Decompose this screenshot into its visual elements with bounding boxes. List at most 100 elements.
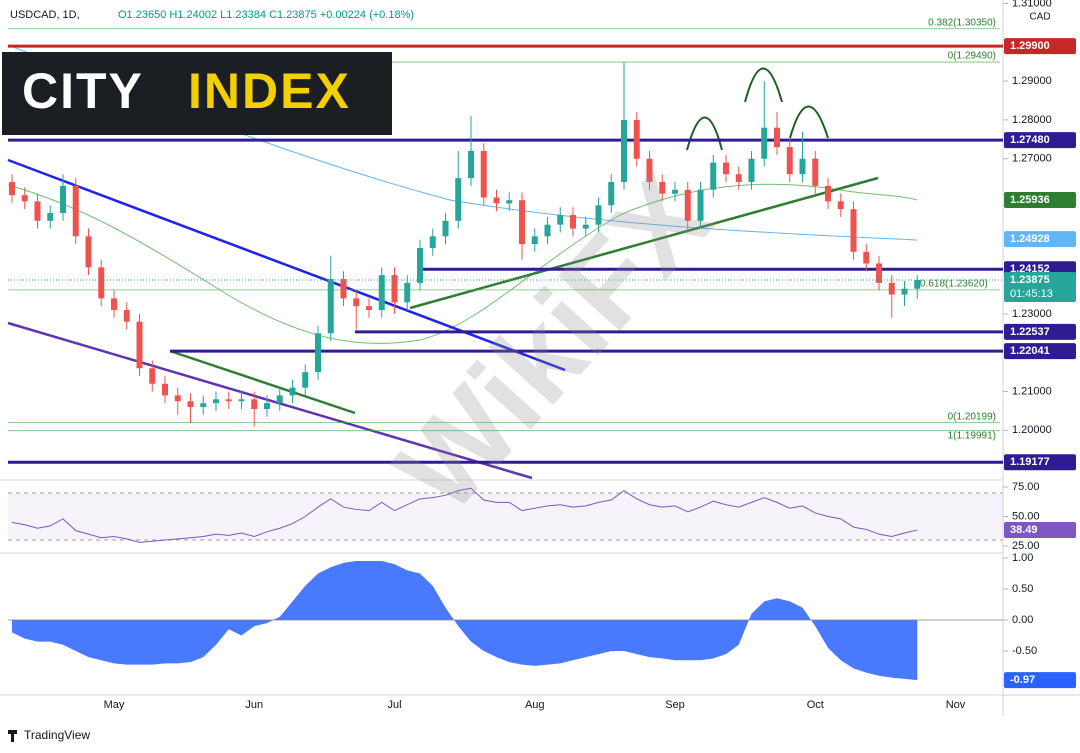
candle-body	[187, 401, 194, 408]
candle-body	[888, 282, 895, 295]
candle-body	[633, 119, 640, 159]
candle-body	[366, 306, 372, 311]
candle-body	[289, 387, 296, 396]
level-tag	[1004, 343, 1076, 360]
y-tick-label: 1.28000	[1012, 114, 1052, 126]
fib-label: 0.382(1.30350)	[928, 17, 996, 28]
x-tick-label: Aug	[525, 699, 545, 711]
candle-body	[595, 205, 602, 225]
x-tick-label: Nov	[946, 699, 966, 711]
candle-body	[646, 158, 653, 182]
candle-body	[735, 174, 742, 182]
candle-body	[340, 278, 347, 299]
rsi-tag	[1004, 522, 1076, 539]
y-tick-label: 0.00	[1012, 614, 1033, 626]
tv-logo	[8, 730, 17, 742]
y-tick-label: -0.50	[1012, 645, 1037, 657]
level-tag	[1004, 191, 1076, 208]
y-tick-label: 1.00	[1012, 552, 1033, 564]
level-tag	[1004, 323, 1076, 340]
trendline	[409, 176, 879, 310]
candle-body	[850, 209, 857, 252]
logo-box	[2, 52, 392, 135]
logo-city: CITY	[22, 63, 144, 119]
candle-body	[825, 185, 831, 202]
x-tick-label: Jul	[387, 699, 401, 711]
rsi-tag-label: 38.49	[1010, 524, 1038, 536]
symbol: USDCAD, 1D,	[10, 9, 80, 21]
level-tag-label: 1.25936	[1010, 194, 1050, 206]
logo-index: INDEX	[188, 63, 351, 119]
head-arc	[744, 67, 783, 103]
candle-body	[901, 288, 908, 295]
candle-body	[748, 158, 755, 182]
candle-body	[417, 247, 423, 283]
level-tag-label: 1.19177	[1010, 456, 1050, 468]
candle-body	[21, 195, 28, 202]
candle-body	[697, 189, 704, 221]
candle-body	[34, 201, 41, 221]
osc-tag	[1004, 672, 1076, 689]
candle-body	[786, 147, 793, 175]
candle-body	[621, 119, 627, 182]
candle-body	[442, 220, 449, 237]
candle-body	[761, 127, 768, 159]
shoulder-arc	[789, 105, 829, 139]
candle-body	[659, 181, 666, 194]
last-price-tag	[1004, 271, 1076, 302]
candle-body	[123, 310, 130, 322]
x-tick-label: Oct	[807, 699, 824, 711]
candle-body	[531, 236, 538, 245]
y-tick-label: 50.00	[1012, 510, 1040, 522]
candle-body	[493, 197, 500, 204]
ohlc-values: O1.23650 H1.24002 L1.23384 C1.23875 +0.0…	[118, 9, 414, 21]
level-tag	[1004, 231, 1076, 248]
candle-body	[429, 236, 436, 248]
candle-body	[276, 395, 283, 404]
x-tick-label: Jun	[245, 699, 263, 711]
y-tick-label: 75.00	[1012, 481, 1040, 493]
trendline	[7, 158, 566, 372]
candle-body	[378, 275, 385, 311]
candle-body	[136, 321, 143, 369]
level-tag-label: 1.29900	[1010, 40, 1050, 52]
candle-body	[774, 127, 780, 148]
candle-body	[302, 372, 309, 388]
candle-body	[557, 214, 564, 225]
drawings	[7, 44, 918, 480]
candle-body	[200, 403, 207, 408]
moving-average	[7, 183, 918, 344]
series: 1.20000 1.21000 1.23000 1.27000 1.28000 1.290…	[8, 0, 1076, 711]
candle-body	[582, 224, 589, 229]
trendline	[7, 321, 533, 480]
candle-body	[353, 298, 360, 307]
candle-body	[225, 399, 232, 402]
candle-body	[174, 395, 181, 402]
footer-brand: TradingView	[24, 728, 90, 742]
level-tag	[1004, 38, 1076, 55]
candle-body	[238, 399, 245, 402]
countdown: 01:45:13	[1010, 288, 1053, 300]
candle-body	[812, 158, 819, 186]
y-tick-label: 0.50	[1012, 583, 1033, 595]
candle-body	[85, 236, 92, 268]
currency: CAD	[1029, 12, 1050, 23]
candle-body	[315, 333, 321, 373]
candle-body	[251, 399, 258, 409]
candle-body	[914, 279, 921, 289]
candle-body	[684, 189, 691, 221]
y-tick-label: 1.27000	[1012, 153, 1052, 165]
x-tick-label: May	[104, 699, 125, 711]
osc-tag-label: -0.97	[1010, 674, 1035, 686]
candle-body	[506, 200, 513, 204]
candle-body	[404, 282, 411, 303]
trendline	[169, 349, 356, 415]
candle-body	[213, 399, 219, 404]
candle-body	[519, 200, 525, 245]
fib-label: 0(1.20199)	[948, 411, 996, 422]
candle-body	[98, 267, 105, 299]
candle-body	[72, 185, 79, 237]
candle-body	[327, 278, 334, 334]
candle-body	[455, 178, 462, 221]
